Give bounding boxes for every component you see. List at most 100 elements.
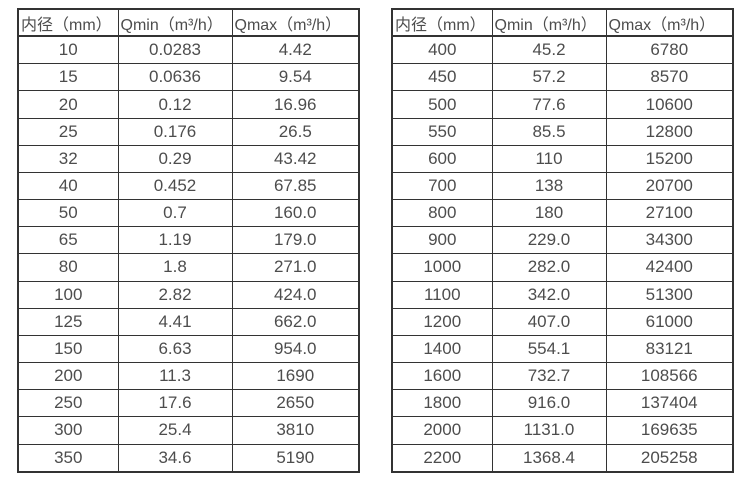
- cell-qmax: 160.0: [231, 199, 360, 228]
- table-row: 1800 916.0 137404: [391, 389, 734, 418]
- cell-qmax: 271.0: [231, 253, 360, 282]
- cell-qmax: 27100: [605, 199, 734, 228]
- cell-qmin: 0.0283: [117, 35, 233, 65]
- cell-qmin: 138: [491, 171, 607, 201]
- cell-qmin: 85.5: [491, 117, 607, 146]
- cell-qmin: 77.6: [491, 90, 607, 119]
- table-row: 80 1.8 271.0: [17, 253, 360, 282]
- cell-diameter: 150: [17, 334, 119, 364]
- cell-diameter: 500: [391, 90, 493, 119]
- cell-diameter: 900: [391, 226, 493, 255]
- table-row: 350 34.6 5190: [17, 443, 360, 473]
- cell-qmin: 0.12: [117, 90, 233, 119]
- cell-qmax: 12800: [605, 117, 734, 146]
- cell-qmax: 1690: [231, 362, 360, 391]
- cell-diameter: 700: [391, 171, 493, 201]
- cell-qmax: 51300: [605, 280, 734, 309]
- table-row: 700 138 20700: [391, 171, 734, 201]
- cell-diameter: 80: [17, 253, 119, 282]
- cell-qmax: 67.85: [231, 171, 360, 201]
- flow-table-right-body: 400 45.2 6780 450 57.2 8570 500 77.6 10600 550 85.…: [391, 35, 734, 473]
- cell-diameter: 20: [17, 90, 119, 119]
- table-row: 10 0.0283 4.42: [17, 35, 360, 65]
- cell-diameter: 350: [17, 443, 119, 473]
- table-row: 2200 1368.4 205258: [391, 443, 734, 473]
- cell-qmin: 180: [491, 199, 607, 228]
- table-row: 25 0.176 26.5: [17, 117, 360, 146]
- table-row: 600 110 15200: [391, 144, 734, 173]
- column-header-qmax: Qmax（m³/h）: [231, 8, 360, 37]
- header-row: 内径（mm） Qmin（m³/h） Qmax（m³/h）: [17, 8, 360, 37]
- column-header-qmax: Qmax（m³/h）: [605, 8, 734, 37]
- cell-qmax: 662.0: [231, 307, 360, 336]
- column-header-qmin: Qmin（m³/h）: [117, 8, 233, 37]
- table-row: 32 0.29 43.42: [17, 144, 360, 173]
- cell-diameter: 1200: [391, 307, 493, 336]
- cell-qmax: 34300: [605, 226, 734, 255]
- cell-diameter: 1800: [391, 389, 493, 418]
- cell-qmax: 61000: [605, 307, 734, 336]
- cell-qmin: 0.0636: [117, 63, 233, 92]
- cell-qmin: 0.452: [117, 171, 233, 201]
- table-row: 400 45.2 6780: [391, 35, 734, 65]
- cell-qmax: 26.5: [231, 117, 360, 146]
- cell-qmax: 3810: [231, 416, 360, 445]
- table-row: 900 229.0 34300: [391, 226, 734, 255]
- cell-qmax: 10600: [605, 90, 734, 119]
- cell-qmax: 20700: [605, 171, 734, 201]
- table-row: 2000 1131.0 169635: [391, 416, 734, 445]
- cell-diameter: 200: [17, 362, 119, 391]
- cell-qmax: 6780: [605, 35, 734, 65]
- cell-qmax: 15200: [605, 144, 734, 173]
- cell-diameter: 550: [391, 117, 493, 146]
- cell-diameter: 125: [17, 307, 119, 336]
- flow-table-right: 内径（mm） Qmin（m³/h） Qmax（m³/h） 400 45.2 6780…: [391, 8, 734, 473]
- table-row: 550 85.5 12800: [391, 117, 734, 146]
- column-header-diameter: 内径（mm）: [17, 8, 119, 37]
- cell-qmax: 205258: [605, 443, 734, 473]
- table-row: 150 6.63 954.0: [17, 334, 360, 364]
- cell-qmin: 110: [491, 144, 607, 173]
- cell-diameter: 100: [17, 280, 119, 309]
- cell-qmax: 4.42: [231, 35, 360, 65]
- cell-qmax: 108566: [605, 362, 734, 391]
- table-row: 450 57.2 8570: [391, 63, 734, 92]
- table-row: 40 0.452 67.85: [17, 171, 360, 201]
- column-header-qmin: Qmin（m³/h）: [491, 8, 607, 37]
- flow-table-right-header: 内径（mm） Qmin（m³/h） Qmax（m³/h）: [391, 8, 734, 37]
- cell-diameter: 40: [17, 171, 119, 201]
- flow-table-left: 内径（mm） Qmin（m³/h） Qmax（m³/h） 10 0.0283 4.4…: [17, 8, 360, 473]
- cell-qmax: 179.0: [231, 226, 360, 255]
- table-row: 250 17.6 2650: [17, 389, 360, 418]
- cell-qmin: 1131.0: [491, 416, 607, 445]
- cell-qmax: 169635: [605, 416, 734, 445]
- table-row: 50 0.7 160.0: [17, 199, 360, 228]
- cell-qmin: 282.0: [491, 253, 607, 282]
- table-row: 300 25.4 3810: [17, 416, 360, 445]
- cell-qmin: 1.8: [117, 253, 233, 282]
- cell-qmin: 407.0: [491, 307, 607, 336]
- cell-diameter: 2200: [391, 443, 493, 473]
- table-row: 1400 554.1 83121: [391, 334, 734, 364]
- table-row: 200 11.3 1690: [17, 362, 360, 391]
- cell-qmax: 954.0: [231, 334, 360, 364]
- cell-qmin: 732.7: [491, 362, 607, 391]
- cell-qmin: 34.6: [117, 443, 233, 473]
- cell-diameter: 1100: [391, 280, 493, 309]
- cell-qmin: 45.2: [491, 35, 607, 65]
- cell-diameter: 15: [17, 63, 119, 92]
- cell-diameter: 1600: [391, 362, 493, 391]
- cell-diameter: 2000: [391, 416, 493, 445]
- cell-qmin: 0.7: [117, 199, 233, 228]
- table-row: 125 4.41 662.0: [17, 307, 360, 336]
- cell-diameter: 450: [391, 63, 493, 92]
- cell-diameter: 65: [17, 226, 119, 255]
- cell-qmin: 0.176: [117, 117, 233, 146]
- cell-qmax: 8570: [605, 63, 734, 92]
- cell-qmax: 5190: [231, 443, 360, 473]
- cell-qmin: 342.0: [491, 280, 607, 309]
- cell-diameter: 32: [17, 144, 119, 173]
- cell-qmin: 229.0: [491, 226, 607, 255]
- table-row: 1600 732.7 108566: [391, 362, 734, 391]
- column-header-diameter: 内径（mm）: [391, 8, 493, 37]
